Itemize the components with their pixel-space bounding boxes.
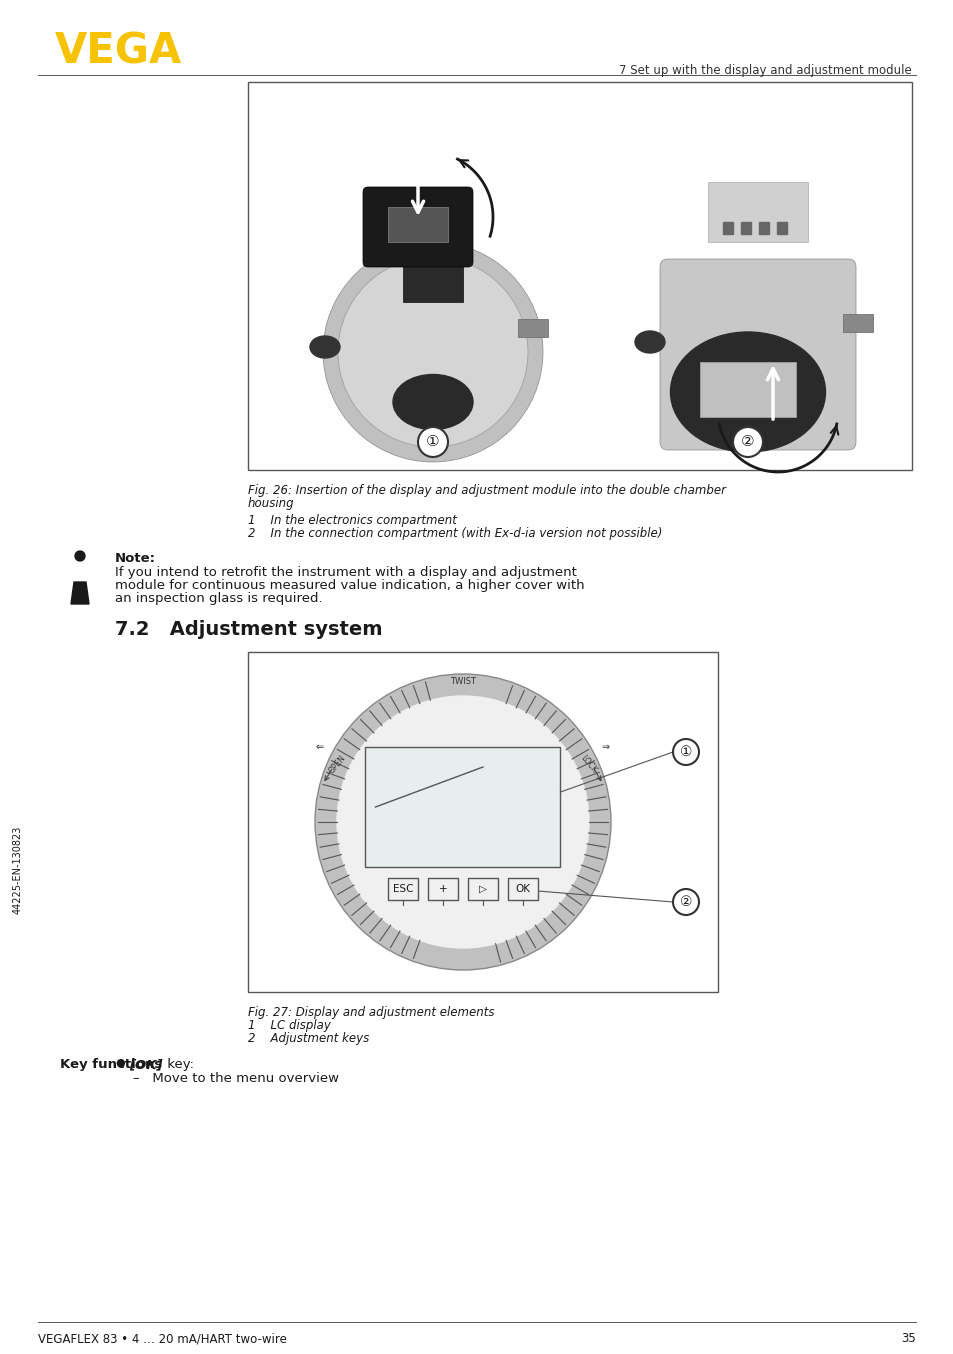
Circle shape bbox=[732, 427, 762, 458]
Bar bbox=[388, 207, 448, 242]
Text: 2    In the connection compartment (with Ex-d-ia version not possible): 2 In the connection compartment (with Ex… bbox=[248, 527, 661, 540]
Text: 44225-EN-130823: 44225-EN-130823 bbox=[13, 826, 23, 914]
Bar bbox=[722, 222, 732, 234]
Text: –   Move to the menu overview: – Move to the menu overview bbox=[132, 1072, 338, 1085]
Text: ▷: ▷ bbox=[478, 884, 486, 894]
Text: VEGA: VEGA bbox=[55, 30, 182, 72]
FancyBboxPatch shape bbox=[388, 877, 417, 900]
Text: 1    In the electronics compartment: 1 In the electronics compartment bbox=[248, 515, 456, 527]
Text: ESC: ESC bbox=[393, 884, 413, 894]
Text: 35: 35 bbox=[901, 1332, 915, 1345]
Bar bbox=[248, 653, 718, 992]
Text: +: + bbox=[438, 884, 447, 894]
Text: 7 Set up with the display and adjustment module: 7 Set up with the display and adjustment… bbox=[618, 64, 911, 77]
Circle shape bbox=[323, 242, 542, 462]
Ellipse shape bbox=[310, 336, 339, 357]
Bar bbox=[759, 222, 768, 234]
Circle shape bbox=[336, 696, 588, 948]
FancyBboxPatch shape bbox=[659, 259, 855, 450]
Ellipse shape bbox=[393, 375, 473, 429]
FancyBboxPatch shape bbox=[363, 187, 473, 267]
Text: VEGAFLEX 83 • 4 … 20 mA/HART two-wire: VEGAFLEX 83 • 4 … 20 mA/HART two-wire bbox=[38, 1332, 287, 1345]
Bar bbox=[365, 747, 560, 867]
Circle shape bbox=[417, 427, 448, 458]
Bar bbox=[707, 181, 807, 242]
Text: If you intend to retrofit the instrument with a display and adjustment: If you intend to retrofit the instrument… bbox=[115, 566, 577, 580]
Circle shape bbox=[314, 674, 610, 969]
Text: [OK]: [OK] bbox=[129, 1057, 162, 1071]
Circle shape bbox=[337, 257, 527, 447]
Text: ●: ● bbox=[115, 1057, 125, 1068]
Text: ②: ② bbox=[740, 435, 754, 450]
Text: Note:: Note: bbox=[115, 552, 156, 565]
Polygon shape bbox=[71, 582, 89, 604]
Text: 2    Adjustment keys: 2 Adjustment keys bbox=[248, 1032, 369, 1045]
Text: 7.2   Adjustment system: 7.2 Adjustment system bbox=[115, 620, 382, 639]
Text: TWIST: TWIST bbox=[450, 677, 476, 686]
Text: housing: housing bbox=[248, 497, 294, 510]
Circle shape bbox=[672, 739, 699, 765]
Text: key:: key: bbox=[163, 1057, 193, 1071]
Text: ⇒: ⇒ bbox=[601, 742, 609, 751]
FancyBboxPatch shape bbox=[507, 877, 537, 900]
Text: Key functions: Key functions bbox=[60, 1057, 162, 1071]
Text: ①: ① bbox=[426, 435, 439, 450]
Bar bbox=[776, 222, 786, 234]
FancyBboxPatch shape bbox=[468, 877, 497, 900]
Text: OPEN: OPEN bbox=[327, 753, 347, 774]
Text: Fig. 27: Display and adjustment elements: Fig. 27: Display and adjustment elements bbox=[248, 1006, 494, 1020]
Text: LOCK: LOCK bbox=[578, 753, 598, 774]
Ellipse shape bbox=[670, 332, 824, 452]
Circle shape bbox=[672, 890, 699, 915]
Bar bbox=[402, 252, 462, 302]
Bar bbox=[517, 320, 547, 337]
Text: 1    LC display: 1 LC display bbox=[248, 1020, 331, 1032]
Bar bbox=[248, 83, 911, 470]
Bar bbox=[740, 222, 750, 234]
FancyBboxPatch shape bbox=[428, 877, 457, 900]
Text: ②: ② bbox=[679, 895, 692, 909]
Text: OK: OK bbox=[515, 884, 530, 894]
Circle shape bbox=[75, 551, 85, 561]
Text: module for continuous measured value indication, a higher cover with: module for continuous measured value ind… bbox=[115, 580, 584, 592]
Bar bbox=[842, 314, 872, 332]
Ellipse shape bbox=[635, 330, 664, 353]
Text: ①: ① bbox=[679, 745, 692, 760]
Text: Fig. 26: Insertion of the display and adjustment module into the double chamber: Fig. 26: Insertion of the display and ad… bbox=[248, 483, 725, 497]
Text: an inspection glass is required.: an inspection glass is required. bbox=[115, 592, 322, 605]
Text: ⇐: ⇐ bbox=[315, 742, 324, 751]
Bar bbox=[700, 362, 795, 417]
